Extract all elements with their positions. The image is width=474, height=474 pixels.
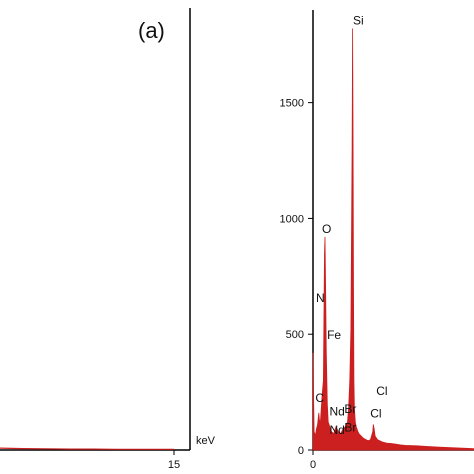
panel-b-peak-label-nd: Nd: [330, 423, 345, 437]
panel-a-label: (a): [138, 18, 165, 43]
panel-b-peak-label-br: Br: [344, 402, 356, 416]
panel-b-peak-label-cl: Cl: [370, 407, 381, 421]
panel-b-y-tick-label: 1500: [280, 98, 304, 110]
panel-b-peak-label-si: Si: [353, 14, 364, 28]
panel-b-spectrum-group: [312, 28, 474, 451]
panel-a: 15 (a) keV: [0, 8, 216, 471]
panel-b-peak-label-br: Br: [344, 421, 356, 435]
panel-b-peak-label-nd: Nd: [330, 404, 345, 418]
panel-b-y-tick-label: 1000: [280, 213, 304, 225]
panel-b-peak-label-o: O: [322, 222, 331, 236]
panel-b-ticks: 0 500 1000 1500 0: [280, 98, 317, 471]
panel-b-peak-label-fe: Fe: [327, 328, 341, 342]
panel-b-spectrum-area: [312, 28, 474, 451]
panel-b-peak-label-c: C: [315, 391, 324, 405]
panel-b-x-tick-label: 0: [310, 459, 316, 471]
panel-a-x-unit: keV: [196, 435, 216, 447]
panel-b-y-tick-label: 0: [298, 445, 304, 457]
panel-b-y-tick-label: 500: [286, 329, 304, 341]
panel-a-x-tick-label-15: 15: [168, 459, 180, 471]
panel-b-peak-label-cl: Cl: [376, 384, 387, 398]
panel-b-peak-label-n: N: [316, 291, 325, 305]
panel-a-spectrum-line: [0, 447, 174, 450]
